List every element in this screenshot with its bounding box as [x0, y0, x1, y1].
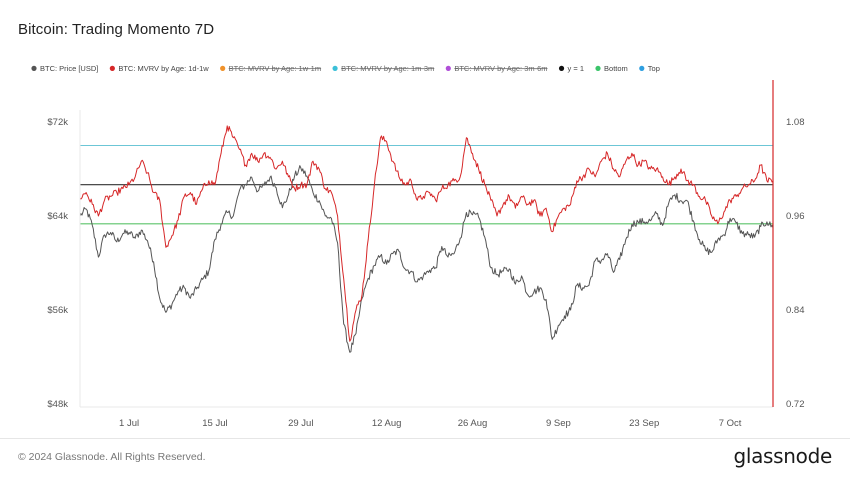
x-tick-label: 23 Sep — [629, 418, 659, 429]
x-tick-label: 29 Jul — [288, 418, 313, 429]
legend-marker-0 — [31, 65, 37, 71]
brand-logo: glassnode — [733, 444, 832, 468]
legend-label-5: y = 1 — [568, 64, 584, 73]
series-line-mvrv-1d-1w — [79, 125, 774, 342]
axes: $48k $56k $64k $72k 0.72 0.84 0.96 1.08 1 Jul 15 … — [47, 80, 805, 429]
x-tick-label: 15 Jul — [202, 418, 227, 429]
x-tick-label: 9 Sep — [546, 418, 571, 429]
legend-label-2: BTC: MVRV by Age: 1w-1m — [229, 64, 321, 73]
y-right-tick-label: 0.96 — [786, 211, 805, 222]
y-right-tick-label: 0.84 — [786, 305, 805, 316]
y-left-tick-label: $56k — [47, 305, 68, 316]
y-right-tick-label: 0.72 — [786, 399, 805, 410]
legend-label-6: Bottom — [604, 64, 628, 73]
legend: BTC: Price [USD] BTC: MVRV by Age: 1d-1w B… — [31, 64, 660, 73]
x-tick-label: 1 Jul — [119, 418, 139, 429]
x-tick-label: 7 Oct — [719, 418, 742, 429]
legend-label-3: BTC: MVRV by Age: 1m-3m — [341, 64, 434, 73]
footer-divider — [0, 438, 850, 439]
x-tick-label: 26 Aug — [458, 418, 488, 429]
y-left-tick-label: $64k — [47, 211, 68, 222]
legend-marker-1 — [109, 65, 115, 71]
legend-label-7: Top — [648, 64, 660, 73]
legend-marker-2 — [220, 65, 226, 71]
legend-label-1: BTC: MVRV by Age: 1d-1w — [118, 64, 209, 73]
series-line-price — [79, 165, 774, 353]
legend-marker-5 — [558, 65, 565, 71]
y-right-tick-label: 1.08 — [786, 117, 805, 128]
y-left-tick-label: $72k — [47, 117, 68, 128]
legend-marker-4 — [445, 65, 451, 71]
series-group — [79, 125, 774, 353]
y-left-tick-label: $48k — [47, 399, 68, 410]
chart-title: Bitcoin: Trading Momento 7D — [18, 21, 215, 38]
copyright-text: © 2024 Glassnode. All Rights Reserved. — [18, 451, 206, 463]
legend-label-0: BTC: Price [USD] — [40, 64, 98, 73]
x-tick-label: 12 Aug — [372, 418, 402, 429]
legend-marker-7 — [639, 65, 645, 71]
legend-marker-3 — [332, 65, 338, 71]
reference-lines — [80, 144, 773, 225]
chart: BTC: Price [USD] BTC: MVRV by Age: 1d-1w B… — [31, 64, 805, 429]
legend-label-4: BTC: MVRV by Age: 3m-6m — [454, 64, 547, 73]
legend-marker-6 — [595, 65, 601, 71]
